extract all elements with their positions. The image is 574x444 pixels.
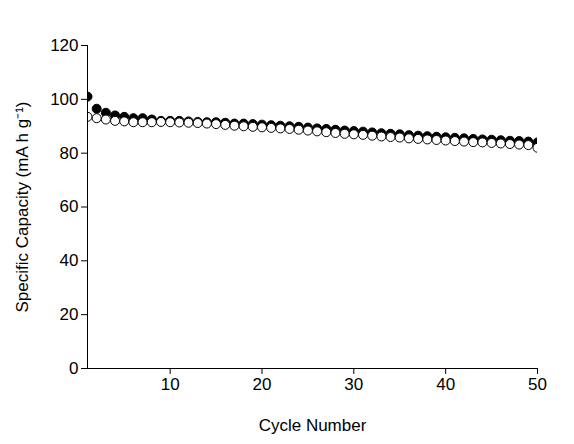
- svg-text:40: 40: [436, 375, 455, 394]
- svg-text:Cycle Number: Cycle Number: [259, 416, 367, 435]
- svg-text:30: 30: [344, 375, 363, 394]
- svg-text:20: 20: [253, 375, 272, 394]
- svg-text:10: 10: [161, 375, 180, 394]
- svg-text:120: 120: [50, 36, 78, 55]
- svg-text:80: 80: [60, 144, 79, 163]
- svg-text:20: 20: [60, 305, 79, 324]
- svg-text:60: 60: [60, 197, 79, 216]
- svg-text:Specific Capacity (mA h g⁻¹): Specific Capacity (mA h g⁻¹): [13, 101, 32, 312]
- svg-text:0: 0: [69, 359, 78, 378]
- svg-text:40: 40: [60, 251, 79, 270]
- svg-text:50: 50: [528, 375, 547, 394]
- svg-text:100: 100: [50, 90, 78, 109]
